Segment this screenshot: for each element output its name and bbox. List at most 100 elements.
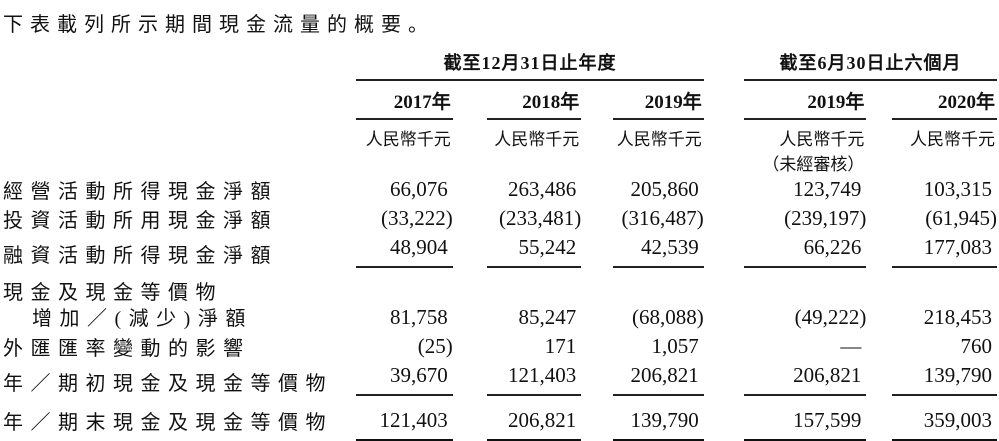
cell-value: 263,486 (508, 177, 577, 201)
gap-cell (453, 175, 487, 204)
cell-value-dash: — (840, 334, 862, 358)
cell-value: (233,481) (499, 206, 582, 230)
unit-header: 人民幣千元 (616, 130, 702, 149)
cell-value: 171 (544, 334, 577, 358)
gap-cell (866, 406, 892, 435)
gap-cell (581, 280, 613, 332)
double-rule (356, 439, 453, 441)
cell-value: (49,222) (794, 305, 867, 329)
gap-cell (581, 406, 613, 435)
cell-value: (25) (417, 334, 453, 358)
unit-header: 人民幣千元 (365, 130, 451, 149)
unit-header-row: 人民幣千元 人民幣千元 人民幣千元 人民幣千元 （未經審核） 人民幣千元 (3, 120, 997, 175)
section-intro-text: 下表載列所示期間現金流量的概要。 (3, 14, 435, 36)
unit-header: 人民幣千元 (779, 130, 865, 149)
cell-value: 39,670 (356, 361, 453, 396)
cell-value: 121,403 (486, 361, 582, 396)
gap-cell (866, 204, 892, 233)
gap-cell (453, 361, 487, 396)
unit-header: 人民幣千元 (494, 130, 580, 149)
unit-header: 人民幣千元 (910, 130, 995, 149)
double-rule (743, 439, 867, 441)
row-label: 外匯匯率變動的影響 (3, 338, 251, 360)
cell-value: (68,088) (632, 305, 704, 329)
unit-header-unaudited: 人民幣千元 （未經審核） (744, 120, 866, 175)
cell-value: 55,242 (486, 233, 582, 268)
cell-value: 206,821 (613, 361, 704, 396)
gap-cell (581, 361, 613, 396)
gap-cell (704, 204, 744, 233)
cell-value: (316,487) (621, 206, 704, 230)
column-group-interim: 截至6月30日止六個月 (743, 49, 997, 81)
gap-cell (704, 233, 744, 268)
row-label: 年／期初現金及現金等價物 (3, 373, 333, 395)
year-header-2017: 2017年 (356, 81, 453, 120)
gap-cell (704, 175, 744, 204)
row-label: 融資活動所得現金淨額 (3, 245, 278, 267)
double-rule (613, 439, 704, 441)
cell-value: 359,003 (923, 408, 992, 432)
empty-cell (3, 120, 356, 175)
double-rule-cell (356, 435, 453, 441)
gap-cell (581, 204, 613, 233)
gap-cell (866, 280, 892, 332)
empty-cell (3, 435, 356, 441)
double-rule (892, 439, 997, 441)
double-rule-cell (892, 435, 997, 441)
gap-cell (581, 233, 613, 268)
gap-cell (866, 435, 892, 441)
spacer-row (3, 396, 997, 406)
gap-cell (866, 120, 892, 175)
gap-cell (704, 361, 744, 396)
cash-flow-table: 截至12月31日止年度 截至6月30日止六個月 2017年 2018年 2019… (3, 49, 997, 441)
gap-cell (453, 332, 487, 361)
double-rule (486, 439, 582, 441)
cell-value: 81,758 (390, 305, 448, 329)
gap-cell (704, 81, 744, 120)
year-header-2018: 2018年 (486, 81, 582, 120)
cell-value: 177,083 (892, 233, 997, 268)
row-label: 投資活動所用現金淨額 (3, 210, 278, 232)
year-header-row: 2017年 2018年 2019年 2019年 2020年 (3, 81, 997, 120)
cell-value: 206,821 (508, 408, 577, 432)
column-group-header-row: 截至12月31日止年度 截至6月30日止六個月 (3, 49, 997, 81)
gap-cell (581, 175, 613, 204)
gap-cell (453, 280, 487, 332)
gap-cell (581, 435, 613, 441)
cell-value: 139,790 (630, 408, 699, 432)
double-rule-cell (613, 435, 704, 441)
cell-value: 85,247 (518, 305, 577, 329)
gap-cell (581, 332, 613, 361)
gap-cell (453, 81, 487, 120)
cell-value: 1,057 (651, 334, 699, 358)
double-rule-cell (743, 435, 867, 441)
gap-cell (453, 406, 487, 435)
gap-cell (704, 435, 744, 441)
gap-cell (453, 120, 487, 175)
table-row: 融資活動所得現金淨額 48,904 55,242 42,539 66,226 1… (3, 233, 997, 268)
double-rule-cell (486, 435, 582, 441)
row-label-line1: 現金及現金等價物 (3, 282, 223, 304)
row-label: 經營活動所得現金淨額 (3, 181, 278, 203)
year-header-2019: 2019年 (613, 81, 704, 120)
empty-cell (3, 49, 356, 81)
cell-value: (239,197) (784, 206, 867, 230)
cell-value: 121,403 (379, 408, 448, 432)
spacer-row (3, 268, 997, 280)
cell-value: 218,453 (923, 305, 992, 329)
year-header-2020: 2020年 (892, 81, 997, 120)
gap-cell (581, 81, 613, 120)
cell-value: 66,076 (390, 177, 448, 201)
gap-cell (704, 406, 744, 435)
gap-cell (453, 233, 487, 268)
gap-cell (453, 204, 487, 233)
year-header-2019-interim: 2019年 (743, 81, 867, 120)
double-rule-row (3, 435, 997, 441)
gap-cell (866, 81, 892, 120)
gap-cell (453, 435, 487, 441)
gap-cell (866, 233, 892, 268)
gap-cell (704, 49, 744, 81)
gap-cell (866, 361, 892, 396)
gap-cell (866, 175, 892, 204)
